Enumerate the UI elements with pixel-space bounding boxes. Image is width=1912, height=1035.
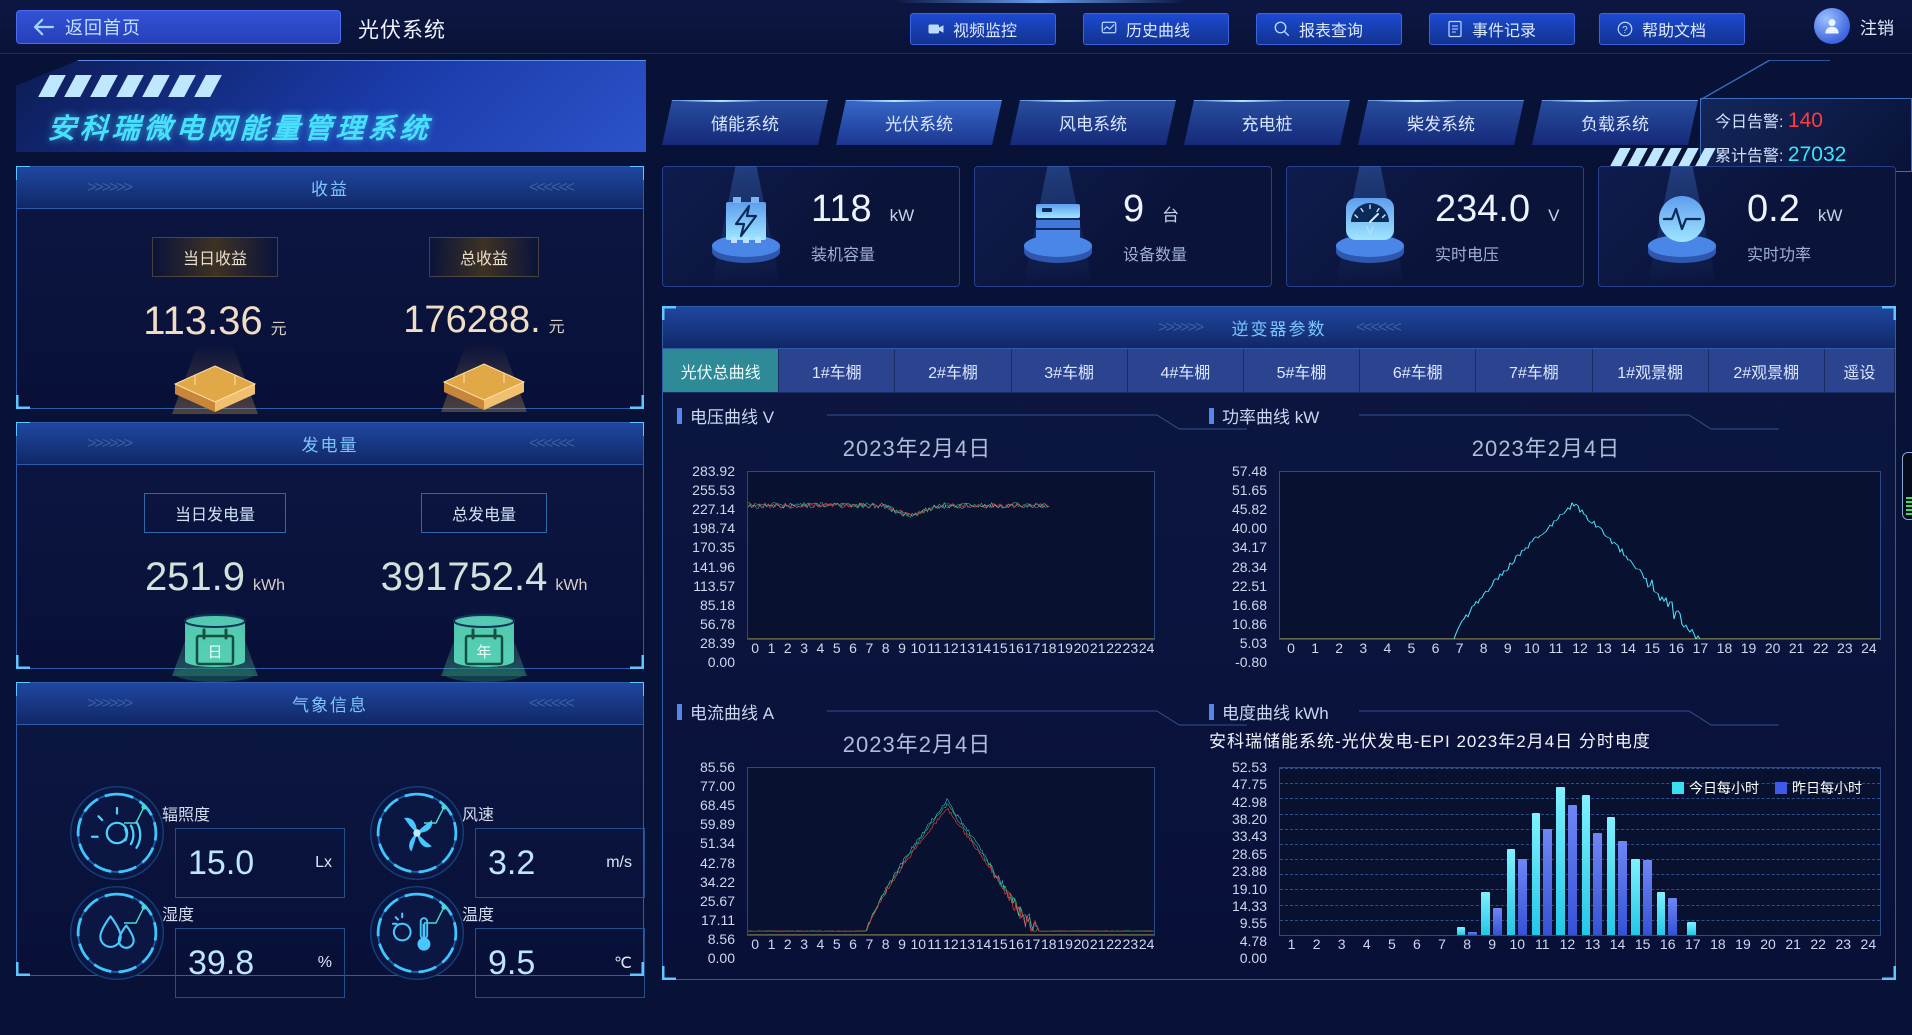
svg-text:日: 日	[207, 644, 222, 661]
svg-text:V: V	[1366, 225, 1374, 237]
svg-text:?: ?	[1622, 25, 1628, 36]
svg-text:年: 年	[476, 644, 491, 661]
